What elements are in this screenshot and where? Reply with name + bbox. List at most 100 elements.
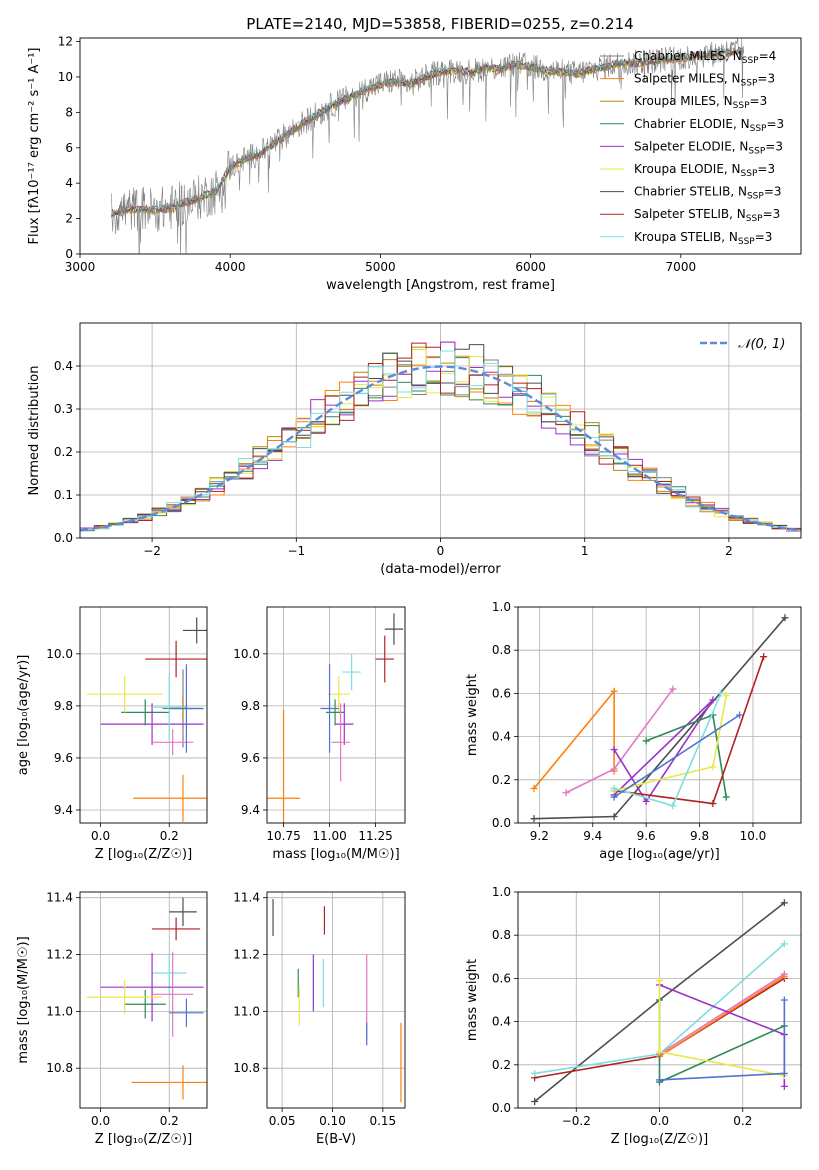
tick-label-y: 4	[65, 176, 73, 190]
weight-line-8-marker	[780, 1069, 788, 1077]
tick-label-y: 0.8	[492, 928, 511, 942]
weight-line-6	[658, 1000, 785, 1084]
axes-frame	[266, 606, 406, 824]
tick-label-x: 0.05	[269, 1114, 296, 1128]
weight-line-7-marker	[656, 977, 663, 985]
tick-label-y: 0.6	[492, 971, 511, 985]
axis-label-y: Flux [fλ10⁻¹⁷ erg cm⁻² s⁻¹ A⁻¹]	[27, 48, 42, 245]
weight-line-8-marker	[780, 996, 788, 1004]
weight-line-0-marker	[781, 614, 789, 622]
tick-label-y: 9.6	[241, 751, 260, 765]
legend-count: =3	[757, 162, 775, 176]
tick-label-y: 9.8	[54, 699, 73, 713]
tick-label-y: 12	[58, 35, 73, 49]
plot-area	[530, 614, 789, 823]
axes-frame	[266, 891, 406, 1109]
legend-entry: Kroupa ELODIE, NSSP=3	[634, 162, 775, 179]
tick-label-y: 1.0	[492, 885, 511, 899]
weight-line-6-marker	[722, 692, 730, 700]
legend-sub: SSP	[746, 214, 763, 224]
weight-line-8	[613, 714, 741, 798]
weight-line-4-marker	[642, 737, 650, 745]
tick-label-x: −0.2	[562, 1114, 591, 1128]
plot-area	[272, 899, 402, 1103]
tick-label-x: 10.0	[740, 829, 767, 843]
tick-label-y: 0.8	[492, 643, 511, 657]
weight-line-2-marker	[610, 765, 618, 773]
weight-line-1-marker	[530, 784, 538, 792]
weight-line-8-marker	[610, 793, 618, 801]
legend-sub: SSP	[741, 79, 758, 89]
legend-count: =3	[757, 72, 775, 86]
tick-label-x: 1	[581, 544, 589, 558]
weight-line-0-marker	[530, 815, 538, 823]
legend-count: =3	[764, 185, 782, 199]
tick-label-y: 2	[65, 212, 73, 226]
weight-line-0-marker	[531, 1098, 539, 1106]
tick-label-x: 0.10	[319, 1114, 346, 1128]
tick-label-y: 9.4	[241, 803, 260, 817]
weight-line-2-marker	[780, 940, 788, 948]
tick-label-x: 0.0	[650, 1114, 669, 1128]
weight-line-7-marker	[717, 689, 725, 697]
tick-label-y: 1.0	[492, 600, 511, 614]
weight-line-5	[659, 984, 786, 1087]
weight-line-1-marker	[610, 687, 618, 695]
axis-label-y: mass weight	[465, 674, 480, 756]
tick-label-x: 9.8	[690, 829, 709, 843]
weight-line-7-marker	[610, 784, 618, 792]
legend-entry: Kroupa STELIB, NSSP=3	[634, 230, 772, 247]
weight-line-4-marker	[722, 793, 730, 801]
weight-line-2-marker	[669, 685, 677, 693]
tick-label-y: 0.4	[492, 1015, 511, 1029]
legend-sub: SSP	[733, 101, 750, 111]
tick-label-x: 3000	[65, 260, 96, 274]
legend-entry: 𝒩(0, 1)	[738, 337, 785, 352]
axis-label-y: mass [log₁₀(M/M☉)]	[16, 936, 31, 1063]
legend-count: =3	[763, 207, 781, 221]
legend-sub: SSP	[742, 56, 759, 66]
legend-entry: Chabrier ELODIE, NSSP=3	[634, 117, 784, 134]
weight-line-5-marker	[780, 1082, 788, 1090]
legend-entry: Salpeter MILES, NSSP=3	[634, 72, 775, 89]
tick-label-y: 10.0	[233, 647, 260, 661]
tick-label-y: 11.4	[46, 891, 73, 905]
histogram	[80, 350, 801, 531]
tick-label-y: 11.4	[233, 891, 260, 905]
tick-label-x: 4000	[215, 260, 246, 274]
axis-label-y: mass weight	[465, 959, 480, 1041]
axis-label-x: mass [log₁₀(M/M☉)]	[272, 847, 399, 862]
tick-label-y: 6	[65, 141, 73, 155]
weight-line-8-marker	[736, 711, 744, 719]
tick-label-y: 0.0	[54, 531, 73, 545]
figure-title: PLATE=2140, MJD=53858, FIBERID=0255, z=0…	[246, 15, 633, 33]
plot-area	[86, 617, 207, 822]
legend-entry: Chabrier MILES, NSSP=4	[634, 49, 776, 66]
axis-label-x: (data-model)/error	[380, 562, 501, 577]
tick-label-y: 0.0	[492, 1101, 511, 1115]
weight-line-1	[533, 689, 615, 789]
weight-line-3	[613, 699, 714, 803]
histogram	[80, 342, 801, 531]
normal-curve	[80, 365, 801, 532]
plot-area	[86, 897, 207, 1100]
axes-frame	[79, 606, 208, 824]
tick-label-x: 0.15	[369, 1114, 396, 1128]
tick-label-y: 10	[58, 70, 73, 84]
tick-label-x: 0.2	[733, 1114, 752, 1128]
tick-label-x: 6000	[515, 260, 546, 274]
tick-label-y: 11.2	[233, 948, 260, 962]
legend-count: =3	[766, 117, 784, 131]
weight-line-7	[658, 980, 785, 1077]
axis-label-x: age [log₁₀(age/yr)]	[599, 847, 720, 862]
panel-age-mass: 10.75 11.00 11.25 9.4 9.6 9.8 10.0 mass [log₁₀(…	[233, 606, 406, 862]
weight-line-3-marker	[642, 797, 650, 805]
axis-label-x: Z [log₁₀(Z/Z☉)]	[95, 1132, 192, 1147]
tick-label-y: 10.8	[233, 1061, 260, 1075]
tick-label-y: 11.0	[233, 1004, 260, 1018]
weight-line-5-marker	[760, 653, 768, 661]
tick-label-y: 9.6	[54, 751, 73, 765]
legend-sub: SSP	[741, 169, 758, 179]
weight-line-4	[659, 973, 785, 1055]
